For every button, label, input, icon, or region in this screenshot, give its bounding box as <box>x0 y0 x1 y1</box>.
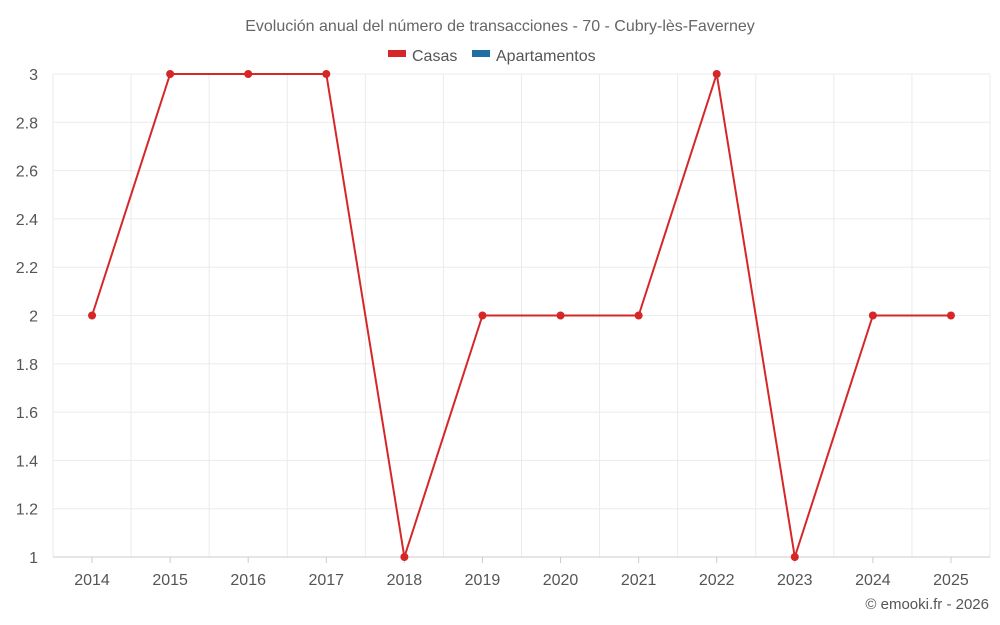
data-point-casas[interactable] <box>244 70 253 78</box>
series-line-casas <box>91 73 951 558</box>
y-tick-label: 1.4 <box>16 453 38 470</box>
y-tick-label: 2.8 <box>16 115 38 132</box>
y-tick-label: 1.2 <box>16 502 38 519</box>
x-tick-label: 2025 <box>933 572 969 589</box>
data-point-casas[interactable] <box>322 70 331 78</box>
data-point-casas[interactable] <box>868 311 877 320</box>
y-tick-label: 2 <box>29 309 38 326</box>
axes: 1 1.2 1.4 1.6 1.8 2 2.2 2.4 2.6 2.8 3 2014 2015 2016 2… <box>16 67 990 589</box>
series <box>88 70 955 561</box>
x-tick-label: 2020 <box>543 572 579 589</box>
legend-item-apartamentos[interactable]: Apartamentos <box>472 48 596 65</box>
legend-swatch-casas <box>388 50 406 57</box>
x-tick-label: 2023 <box>777 572 813 589</box>
data-point-casas[interactable] <box>88 311 97 320</box>
y-tick-label: 1.8 <box>16 357 38 374</box>
x-tick-label: 2017 <box>308 572 344 589</box>
data-point-casas[interactable] <box>400 553 409 561</box>
x-tick-label: 2016 <box>230 572 266 589</box>
chart-title: Evolución anual del número de transaccio… <box>245 18 755 35</box>
x-tick-label: 2018 <box>387 572 423 589</box>
legend-label-casas: Casas <box>412 48 457 65</box>
legend-swatch-apartamentos <box>472 50 490 57</box>
y-tick-label: 2.4 <box>16 212 38 229</box>
data-point-casas[interactable] <box>946 311 955 320</box>
data-point-casas[interactable] <box>166 70 175 78</box>
y-tick-label: 1 <box>29 550 38 567</box>
data-point-casas[interactable] <box>790 553 799 561</box>
y-tick-label: 2.2 <box>16 260 38 277</box>
data-point-casas[interactable] <box>556 311 565 320</box>
y-tick-label: 3 <box>29 67 38 84</box>
x-tick-label: 2015 <box>152 572 188 589</box>
x-tick-label: 2022 <box>699 572 735 589</box>
legend[interactable]: Casas Apartamentos <box>388 48 596 65</box>
x-tick-label: 2019 <box>465 572 501 589</box>
x-tick-label: 2024 <box>855 572 891 589</box>
credit-text: © emooki.fr - 2026 <box>865 596 989 613</box>
x-tick-label: 2021 <box>621 572 657 589</box>
y-tick-label: 2.6 <box>16 164 38 181</box>
data-point-casas[interactable] <box>712 70 721 78</box>
y-tick-label: 1.6 <box>16 405 38 422</box>
legend-item-casas[interactable]: Casas <box>388 48 457 65</box>
legend-label-apartamentos: Apartamentos <box>496 48 596 65</box>
data-point-casas[interactable] <box>478 311 487 320</box>
x-tick-label: 2014 <box>74 572 110 589</box>
data-point-casas[interactable] <box>634 311 643 320</box>
